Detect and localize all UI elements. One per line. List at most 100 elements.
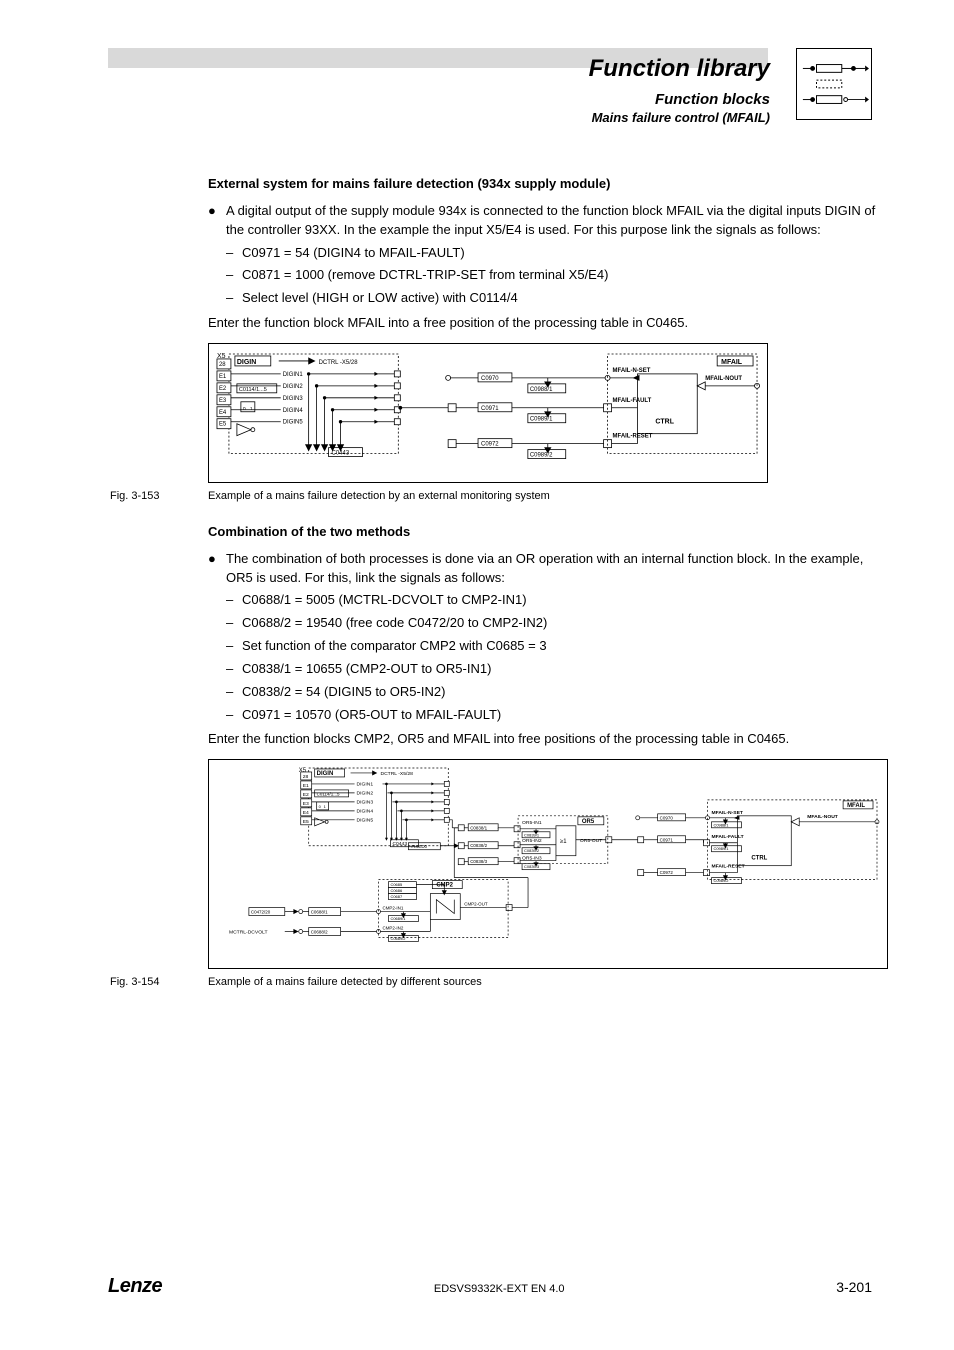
section2-heading: Combination of the two methods	[208, 523, 888, 542]
svg-text:C0686: C0686	[390, 888, 402, 893]
svg-text:C0838/2: C0838/2	[470, 844, 487, 849]
svg-text:DIGIN4: DIGIN4	[283, 408, 304, 414]
svg-text:C0114/1...5: C0114/1...5	[239, 387, 267, 393]
svg-text:C0972: C0972	[660, 870, 674, 875]
svg-text:C0989/1: C0989/1	[713, 847, 729, 852]
svg-text:MFAIL-FAULT: MFAIL-FAULT	[711, 834, 743, 840]
svg-text:MFAIL: MFAIL	[847, 803, 865, 809]
svg-text:C0688/1: C0688/1	[311, 910, 328, 915]
bullet-icon: ●	[208, 550, 226, 588]
svg-text:C0989/2: C0989/2	[530, 453, 553, 459]
figure-caption: Example of a mains failure detected by d…	[208, 975, 888, 991]
svg-text:DIGIN5: DIGIN5	[357, 818, 374, 824]
svg-text:≥1: ≥1	[560, 839, 567, 845]
svg-text:1: 1	[250, 406, 253, 412]
section1-after: Enter the function block MFAIL into a fr…	[208, 314, 888, 333]
svg-text:C0114/1...5: C0114/1...5	[317, 792, 340, 797]
svg-text:C0971: C0971	[660, 838, 674, 843]
svg-text:28: 28	[219, 362, 226, 368]
section1-sub: C0871 = 1000 (remove DCTRL-TRIP-SET from…	[242, 266, 608, 285]
svg-text:C0472/20: C0472/20	[251, 910, 271, 915]
section1-sub: Select level (HIGH or LOW active) with C…	[242, 289, 518, 308]
svg-text:C0443: C0443	[392, 842, 407, 848]
svg-text:DIGIN: DIGIN	[317, 771, 334, 777]
page-footer: Lenze EDSVS9332K-EXT EN 4.0 3-201	[108, 1275, 872, 1298]
svg-text:E5: E5	[219, 422, 227, 428]
svg-text:OR5: OR5	[582, 819, 595, 825]
svg-text:C0839/3: C0839/3	[524, 864, 540, 869]
svg-text:MFAIL-RESET: MFAIL-RESET	[711, 864, 744, 870]
svg-text:DIGIN1: DIGIN1	[283, 372, 304, 378]
svg-text:DCTRL -X5/28: DCTRL -X5/28	[319, 360, 359, 366]
svg-text:E5: E5	[303, 819, 309, 825]
svg-text:0: 0	[243, 406, 246, 412]
page-title: Function library	[589, 55, 770, 83]
svg-text:E3: E3	[219, 398, 227, 404]
svg-text:CMP2-OUT: CMP2-OUT	[464, 902, 488, 907]
bullet-icon: ●	[208, 202, 226, 240]
section2-after: Enter the function blocks CMP2, OR5 and …	[208, 730, 888, 749]
svg-text:1: 1	[324, 804, 327, 809]
svg-text:C0971: C0971	[481, 406, 499, 412]
section2-sub: Set function of the comparator CMP2 with…	[242, 637, 547, 656]
section2-bullet: The combination of both processes is don…	[226, 550, 888, 588]
svg-text:CMP2: CMP2	[436, 883, 453, 889]
svg-text:C0685: C0685	[390, 882, 402, 887]
svg-text:C0988/1: C0988/1	[530, 387, 553, 393]
header-titles: Function library Function blocks Mains f…	[589, 55, 770, 125]
svg-text:DCTRL -X5/28: DCTRL -X5/28	[380, 771, 413, 777]
figure-3-153-diagram: X5 DIGIN DCTRL -X5/28 28E1E2E3E4E5DIGIN1…	[208, 343, 768, 483]
svg-text:DIGIN3: DIGIN3	[357, 800, 374, 806]
svg-text:OR5-IN2: OR5-IN2	[522, 838, 542, 844]
svg-text:E4: E4	[303, 810, 309, 816]
section2-sub: C0971 = 10570 (OR5-OUT to MFAIL-FAULT)	[242, 706, 501, 725]
svg-text:C0989/1: C0989/1	[530, 417, 553, 423]
svg-text:DIGIN5: DIGIN5	[283, 420, 304, 426]
svg-text:0: 0	[319, 804, 322, 809]
svg-text:DIGIN: DIGIN	[237, 359, 256, 366]
svg-text:C0443: C0443	[332, 451, 350, 457]
page-subtitle-2: Mains failure control (MFAIL)	[589, 110, 770, 125]
svg-text:28: 28	[303, 774, 309, 780]
svg-text:DIGIN2: DIGIN2	[357, 791, 374, 797]
svg-text:DIGIN1: DIGIN1	[357, 782, 374, 788]
svg-text:C0989/2: C0989/2	[713, 878, 728, 883]
main-content: External system for mains failure detect…	[208, 175, 888, 991]
brand-logo: Lenze	[108, 1275, 162, 1298]
svg-text:E3: E3	[303, 801, 309, 807]
svg-text:C0970: C0970	[660, 816, 674, 821]
svg-text:MFAIL-RESET: MFAIL-RESET	[613, 434, 653, 440]
page-number: 3-201	[836, 1279, 872, 1295]
svg-text:DIGIN3: DIGIN3	[283, 396, 304, 402]
svg-text:CMP2-IN2: CMP2-IN2	[382, 926, 403, 931]
section2-sub: C0838/2 = 54 (DIGIN5 to OR5-IN2)	[242, 683, 445, 702]
svg-text:MFAIL-NOUT: MFAIL-NOUT	[807, 814, 838, 820]
svg-text:C0687: C0687	[390, 894, 402, 899]
figure-3-154-diagram: X5 DIGIN DCTRL -X5/28 28E1E2E3E4E5DIGIN1…	[208, 759, 888, 969]
section1-sub: C0971 = 54 (DIGIN4 to MFAIL-FAULT)	[242, 244, 465, 263]
svg-text:C0838/1: C0838/1	[470, 826, 487, 831]
figure-caption: Example of a mains failure detection by …	[208, 489, 888, 505]
figure-label: Fig. 3-153	[110, 489, 208, 505]
svg-text:E2: E2	[219, 386, 227, 392]
svg-text:MFAIL-N-SET: MFAIL-N-SET	[711, 810, 742, 816]
section2-sub: C0688/1 = 5005 (MCTRL-DCVOLT to CMP2-IN1…	[242, 591, 527, 610]
section2-sub: C0688/2 = 19540 (free code C0472/20 to C…	[242, 614, 547, 633]
section2-sub: C0838/1 = 10655 (CMP2-OUT to OR5-IN1)	[242, 660, 491, 679]
svg-text:C0972: C0972	[481, 442, 499, 448]
svg-text:E4: E4	[219, 410, 227, 416]
svg-text:C0988/1: C0988/1	[713, 823, 729, 828]
svg-text:MFAIL: MFAIL	[721, 359, 743, 366]
section1-bullet: A digital output of the supply module 93…	[226, 202, 888, 240]
corner-schematic-icon	[796, 48, 872, 120]
svg-text:OR5-IN1: OR5-IN1	[522, 820, 542, 826]
svg-text:OR5-OUT: OR5-OUT	[580, 838, 602, 844]
svg-text:C0970: C0970	[481, 376, 499, 382]
svg-text:MFAIL-FAULT: MFAIL-FAULT	[613, 398, 652, 404]
svg-text:C0838/3: C0838/3	[470, 859, 487, 864]
svg-text:DIGIN4: DIGIN4	[357, 809, 374, 815]
page-subtitle-1: Function blocks	[589, 91, 770, 108]
svg-text:FIXED0: FIXED0	[411, 845, 427, 850]
svg-text:C0839/1: C0839/1	[524, 833, 540, 838]
svg-text:CTRL: CTRL	[751, 856, 767, 862]
